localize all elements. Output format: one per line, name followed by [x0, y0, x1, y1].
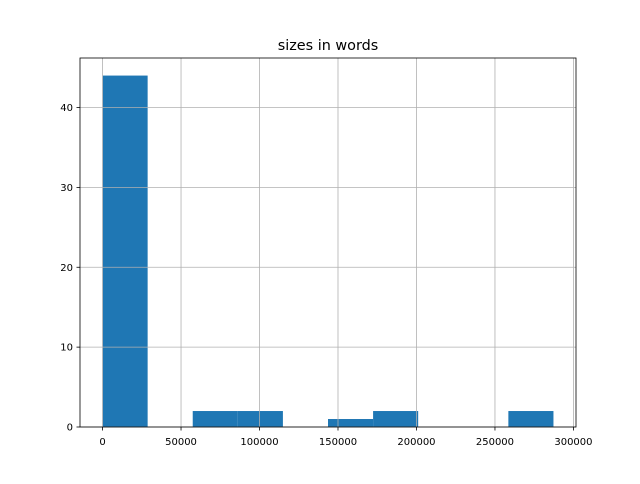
histogram-bar — [102, 75, 148, 428]
x-tick-label: 200000 — [397, 437, 435, 448]
y-axis: 0 10 20 30 40 — [60, 103, 80, 434]
x-tick-label: 300000 — [554, 437, 592, 448]
axes-frame — [79, 57, 577, 428]
histogram-bar — [237, 411, 283, 427]
histogram-bar — [508, 411, 554, 427]
chart-title: sizes in words — [278, 38, 379, 54]
y-tick-label: 10 — [60, 343, 73, 354]
y-tick-label: 0 — [67, 423, 73, 434]
histogram-bar — [328, 419, 374, 427]
y-tick-label: 20 — [60, 263, 73, 274]
x-tick-label: 100000 — [240, 437, 278, 448]
x-axis: 0 50000 100000 150000 200000 250000 300000 — [99, 427, 593, 448]
histogram-bar — [373, 411, 419, 427]
x-tick-label: 50000 — [165, 437, 197, 448]
x-tick-label: 0 — [99, 437, 105, 448]
y-tick-label: 30 — [60, 183, 73, 194]
bars — [102, 75, 554, 428]
y-tick-label: 40 — [60, 103, 73, 114]
histogram-bar — [192, 411, 238, 427]
x-tick-label: 250000 — [476, 437, 514, 448]
x-tick-label: 150000 — [319, 437, 357, 448]
